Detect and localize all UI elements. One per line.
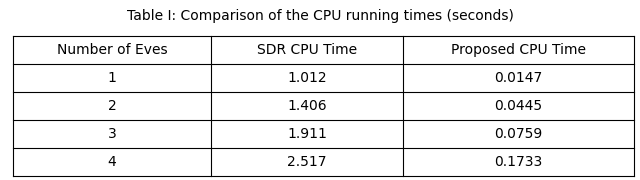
Text: 2: 2 (108, 99, 116, 113)
Text: 1.911: 1.911 (287, 127, 327, 141)
Text: 3: 3 (108, 127, 116, 141)
Text: 1: 1 (108, 71, 116, 85)
Text: 0.0759: 0.0759 (494, 127, 543, 141)
Text: Proposed CPU Time: Proposed CPU Time (451, 43, 586, 57)
Text: 1.012: 1.012 (287, 71, 327, 85)
Text: SDR CPU Time: SDR CPU Time (257, 43, 357, 57)
Text: Number of Eves: Number of Eves (57, 43, 167, 57)
Text: 0.0147: 0.0147 (494, 71, 543, 85)
Text: 0.1733: 0.1733 (494, 155, 543, 169)
Text: 2.517: 2.517 (287, 155, 327, 169)
Text: 4: 4 (108, 155, 116, 169)
Text: 0.0445: 0.0445 (494, 99, 543, 113)
Text: 1.406: 1.406 (287, 99, 327, 113)
Text: Table I: Comparison of the CPU running times (seconds): Table I: Comparison of the CPU running t… (127, 9, 513, 23)
